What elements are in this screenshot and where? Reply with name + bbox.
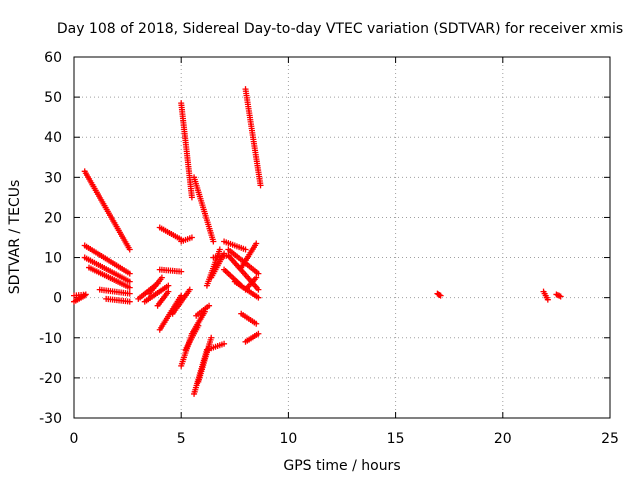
y-tick-label: -30 [39, 411, 62, 427]
y-tick-label: 60 [44, 50, 62, 66]
x-tick-label: 5 [177, 431, 186, 447]
data-point [556, 292, 563, 299]
data-point [255, 286, 262, 293]
y-tick-label: -20 [39, 371, 62, 387]
y-tick-label: 20 [44, 210, 62, 226]
data-point [437, 292, 444, 299]
data-point [165, 288, 172, 295]
data-point [178, 268, 185, 275]
data-point [208, 334, 215, 341]
data-point [255, 330, 262, 337]
data-point [557, 293, 564, 300]
data-point [221, 340, 228, 347]
data-point [126, 270, 133, 277]
x-tick-label: 0 [70, 431, 79, 447]
data-point [206, 302, 213, 309]
data-point [255, 270, 262, 277]
data-point [242, 246, 249, 253]
y-tick-label: 50 [44, 90, 62, 106]
data-point [257, 182, 264, 189]
data-point [158, 274, 165, 281]
data-point [186, 286, 193, 293]
data-point [544, 296, 551, 303]
data-point [253, 274, 260, 281]
y-tick-label: 40 [44, 130, 62, 146]
data-point [81, 292, 88, 299]
data-point [126, 290, 133, 297]
y-tick-label: -10 [39, 331, 62, 347]
data-point [210, 238, 217, 245]
y-tick-label: 30 [44, 170, 62, 186]
ticks-layer: 0 5 10 15 20 25 -30 -20 -10 0 10 20 30 40 50 60 [39, 50, 619, 447]
y-tick-label: 10 [44, 251, 62, 267]
x-tick-label: 20 [494, 431, 512, 447]
data-point [221, 250, 228, 257]
x-tick-label: 15 [387, 431, 405, 447]
points-layer [71, 86, 564, 397]
data-point [216, 246, 223, 253]
data-point [188, 194, 195, 201]
x-tick-label: 25 [601, 431, 619, 447]
data-point [165, 282, 172, 289]
x-tick-label: 10 [279, 431, 297, 447]
data-point [554, 292, 561, 299]
data-point [126, 298, 133, 305]
data-point [253, 240, 260, 247]
data-point [436, 291, 443, 298]
y-tick-label: 0 [53, 291, 62, 307]
data-point [82, 291, 89, 298]
y-axis-label: SDTVAR / TECUs [7, 180, 23, 295]
plot-frame [73, 56, 611, 419]
data-point [255, 294, 262, 301]
data-point [188, 234, 195, 241]
data-point [126, 284, 133, 291]
data-point [253, 320, 260, 327]
chart-title: Day 108 of 2018, Sidereal Day-to-day VTE… [57, 21, 623, 37]
x-axis-label: GPS time / hours [283, 458, 400, 474]
data-point [126, 278, 133, 285]
data-point [126, 246, 133, 253]
grid-layer [74, 57, 610, 418]
